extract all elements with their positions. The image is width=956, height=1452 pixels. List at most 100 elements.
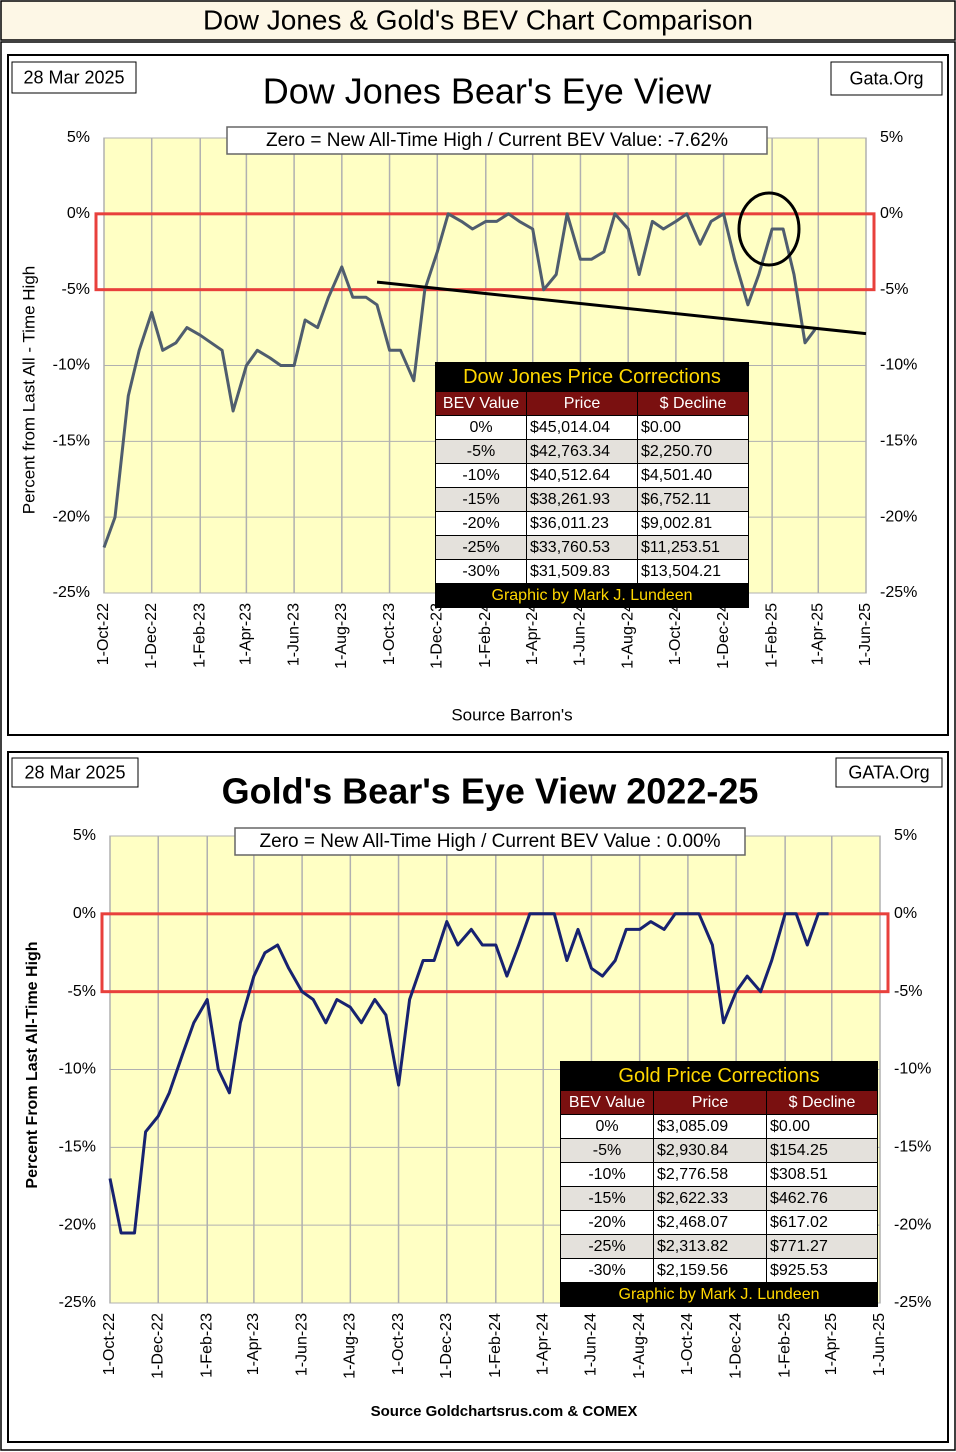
x-tick-label: 1-Dec-22 (143, 603, 160, 669)
site-label: GATA.Org (848, 762, 929, 782)
y2-tick-label: -5% (880, 281, 908, 298)
x-tick-label: 1-Dec-24 (727, 1313, 744, 1379)
subtitle: Zero = New All-Time High / Current BEV V… (260, 831, 721, 852)
table-header: $ Decline (767, 1091, 877, 1114)
table-cell: 0% (561, 1115, 653, 1138)
table-cell: $617.02 (767, 1211, 877, 1234)
table-footer: Graphic by Mark J. Lundeen (436, 584, 748, 607)
x-tick-label: 1-Dec-23 (438, 1313, 455, 1379)
x-tick-label: 1-Oct-24 (679, 1313, 696, 1375)
site-box (830, 61, 943, 96)
table-cell: $2,622.33 (654, 1187, 766, 1210)
y2-tick-label: 0% (880, 205, 903, 222)
table-cell: -15% (561, 1187, 653, 1210)
x-tick-label: 1-Oct-22 (101, 1313, 118, 1375)
y2-tick-label: -20% (880, 508, 917, 525)
series-line (102, 212, 817, 549)
table-cell: $2,313.82 (654, 1235, 766, 1258)
page-title: Dow Jones & Gold's BEV Chart Comparison (203, 4, 753, 35)
x-tick-label: 1-Feb-24 (487, 1313, 504, 1378)
date-box (11, 757, 139, 788)
table-header: BEV Value (561, 1091, 653, 1114)
x-tick-label: 1-Feb-25 (776, 1313, 793, 1378)
x-tick-label: 1-Dec-24 (715, 603, 732, 669)
y2-tick-label: -10% (894, 1061, 931, 1078)
table-cell: $462.76 (767, 1187, 877, 1210)
table-cell: 0% (436, 416, 526, 439)
y-tick-label: -20% (53, 508, 90, 525)
x-tick-label: 1-Dec-22 (149, 1313, 166, 1379)
x-axis-label: Source Barron's (451, 705, 572, 724)
date-label: 28 Mar 2025 (23, 67, 124, 87)
x-tick-label: 1-Apr-23 (238, 603, 255, 665)
y-axis-label: Percent from Last All - Time High (19, 266, 38, 514)
y2-tick-label: -15% (894, 1139, 931, 1156)
table-cell: $42,763.34 (527, 440, 637, 463)
x-axis-label: Source Goldchartsrus.com & COMEX (371, 1403, 638, 1420)
table-cell: $31,509.83 (527, 560, 637, 583)
table-cell: -10% (436, 464, 526, 487)
y-tick-label: -10% (53, 357, 90, 374)
table-cell: -5% (561, 1139, 653, 1162)
y-tick-label: 0% (67, 205, 90, 222)
x-tick-label: 1-Apr-25 (809, 603, 826, 665)
table-cell: -15% (436, 488, 526, 511)
highlight-band (100, 912, 890, 994)
y2-tick-label: 0% (894, 905, 917, 922)
y-tick-label: 5% (73, 827, 96, 844)
y-tick-label: -25% (59, 1294, 96, 1311)
y-tick-label: -20% (59, 1216, 96, 1233)
y-tick-label: -15% (59, 1139, 96, 1156)
table-cell: -25% (436, 536, 526, 559)
circle-marker (737, 191, 801, 267)
x-tick-label: 1-Feb-25 (763, 603, 780, 668)
table-cell: $771.27 (767, 1235, 877, 1258)
y-tick-label: -15% (53, 433, 90, 450)
y2-tick-label: -15% (880, 433, 917, 450)
x-tick-label: 1-Oct-22 (95, 603, 112, 665)
x-tick-label: 1-Oct-24 (667, 603, 684, 665)
chart-title: Dow Jones Bear's Eye View (263, 71, 712, 112)
x-tick-label: 1-Feb-23 (191, 603, 208, 668)
corrections-table: Gold Price Corrections BEV Value Price $ De… (560, 1061, 878, 1307)
table-cell: $0.00 (767, 1115, 877, 1138)
table-cell: $4,501.40 (638, 464, 748, 487)
y-tick-label: -5% (68, 983, 96, 1000)
x-tick-label: 1-Jun-25 (857, 603, 874, 666)
table-cell: $45,014.04 (527, 416, 637, 439)
site-box (835, 757, 943, 788)
x-tick-label: 1-Jun-23 (293, 1313, 310, 1376)
table-cell: -5% (436, 440, 526, 463)
y2-tick-label: -25% (880, 584, 917, 601)
table-cell: $2,930.84 (654, 1139, 766, 1162)
x-tick-label: 1-Aug-24 (631, 1313, 648, 1379)
table-cell: $33,760.53 (527, 536, 637, 559)
table-cell: $9,002.81 (638, 512, 748, 535)
x-tick-label: 1-Aug-23 (342, 1313, 359, 1379)
x-tick-label: 1-Apr-24 (534, 1313, 551, 1375)
table-cell: $36,011.23 (527, 512, 637, 535)
x-tick-label: 1-Dec-23 (428, 603, 445, 669)
y2-tick-label: 5% (894, 827, 917, 844)
table-cell: $2,159.56 (654, 1259, 766, 1282)
table-cell: $308.51 (767, 1163, 877, 1186)
table-cell: -30% (561, 1259, 653, 1282)
x-tick-label: 1-Jun-24 (583, 1313, 600, 1376)
table-title: Gold Price Corrections (561, 1062, 877, 1090)
table-cell: $13,504.21 (638, 560, 748, 583)
trend-line (376, 280, 867, 336)
page-frame (0, 41, 956, 1451)
table-cell: $6,752.11 (638, 488, 748, 511)
y2-tick-label: -20% (894, 1216, 931, 1233)
x-tick-label: 1-Oct-23 (390, 1313, 407, 1375)
table-cell: $11,253.51 (638, 536, 748, 559)
subtitle-box (234, 827, 746, 856)
x-tick-label: 1-Apr-23 (245, 1313, 262, 1375)
table-footer: Graphic by Mark J. Lundeen (561, 1283, 877, 1306)
y-tick-label: -10% (59, 1061, 96, 1078)
y-tick-label: -25% (53, 584, 90, 601)
subtitle-box (226, 126, 768, 155)
highlight-band (94, 212, 876, 292)
header-bar (0, 0, 956, 41)
table-cell: $3,085.09 (654, 1115, 766, 1138)
